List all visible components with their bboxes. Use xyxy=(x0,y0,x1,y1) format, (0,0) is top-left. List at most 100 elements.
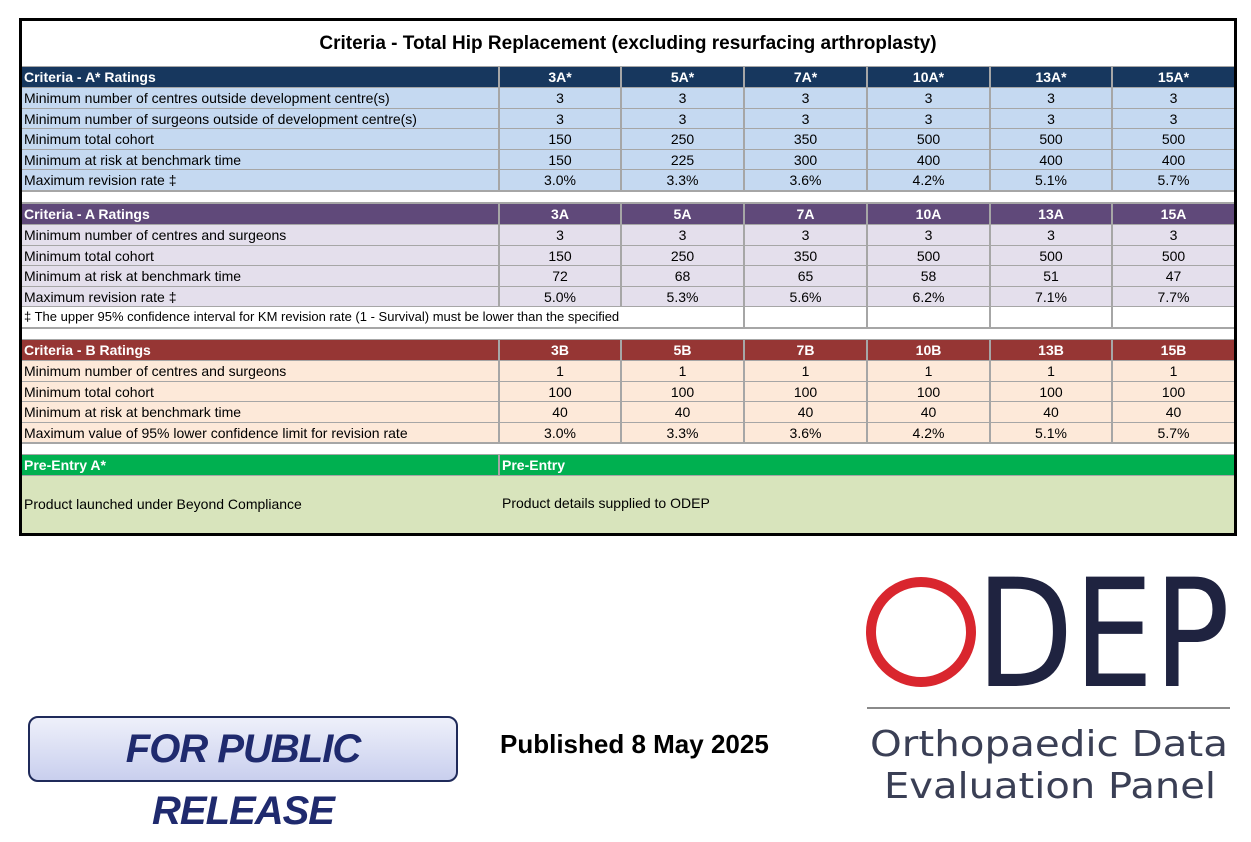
criterion-label: Maximum value of 95% lower confidence li… xyxy=(22,422,498,443)
criterion-label: Minimum at risk at benchmark time xyxy=(22,402,498,422)
criterion-label: Minimum total cohort xyxy=(22,245,498,266)
section-header: Criteria - B Ratings xyxy=(22,340,498,360)
value-cell: 5.7% xyxy=(1113,170,1234,190)
value-cell: 68 xyxy=(622,266,743,286)
spacer xyxy=(22,192,1234,202)
criterion-label: Minimum total cohort xyxy=(22,381,498,402)
value-cell: 72 xyxy=(500,266,620,286)
empty-cell xyxy=(745,307,866,327)
footnote: ‡ The upper 95% confidence interval for … xyxy=(22,307,743,327)
value-cell: 350 xyxy=(745,245,866,266)
pre-entry-body xyxy=(22,476,1234,533)
value-cell: 3 xyxy=(868,225,989,245)
column-header: 15B xyxy=(1113,340,1234,360)
value-cell: 5.0% xyxy=(500,286,620,307)
value-cell: 100 xyxy=(500,381,620,402)
value-cell: 3 xyxy=(745,88,866,108)
value-cell: 40 xyxy=(868,402,989,422)
value-cell: 100 xyxy=(868,381,989,402)
value-cell: 3 xyxy=(745,108,866,129)
value-cell: 1 xyxy=(500,361,620,381)
value-cell: 40 xyxy=(1113,402,1234,422)
value-cell: 150 xyxy=(500,149,620,170)
value-cell: 5.1% xyxy=(991,170,1111,190)
empty-cell xyxy=(1113,307,1234,327)
value-cell: 47 xyxy=(1113,266,1234,286)
value-cell: 3.0% xyxy=(500,422,620,443)
column-header: 5A xyxy=(622,204,743,224)
column-header: 10A* xyxy=(868,67,989,87)
column-header: 10A xyxy=(868,204,989,224)
pre-entry-cell: Product launched under Beyond Compliance xyxy=(24,496,302,512)
value-cell: 4.2% xyxy=(868,422,989,443)
value-cell: 250 xyxy=(622,129,743,149)
value-cell: 1 xyxy=(745,361,866,381)
value-cell: 5.7% xyxy=(1113,422,1234,443)
criterion-label: Minimum at risk at benchmark time xyxy=(22,149,498,170)
value-cell: 65 xyxy=(745,266,866,286)
value-cell: 500 xyxy=(1113,129,1234,149)
table-title: Criteria - Total Hip Replacement (exclud… xyxy=(22,21,1234,66)
value-cell: 5.3% xyxy=(622,286,743,307)
value-cell: 150 xyxy=(500,129,620,149)
value-cell: 40 xyxy=(745,402,866,422)
value-cell: 150 xyxy=(500,245,620,266)
value-cell: 7.7% xyxy=(1113,286,1234,307)
value-cell: 3 xyxy=(500,108,620,129)
value-cell: 100 xyxy=(745,381,866,402)
column-header: 15A* xyxy=(1113,67,1234,87)
empty-cell xyxy=(868,307,989,327)
value-cell: 3 xyxy=(991,88,1111,108)
section-header: Criteria - A Ratings xyxy=(22,204,498,224)
value-cell: 500 xyxy=(991,129,1111,149)
value-cell: 40 xyxy=(622,402,743,422)
column-header: 13A* xyxy=(991,67,1111,87)
value-cell: 3.6% xyxy=(745,170,866,190)
value-cell: 6.2% xyxy=(868,286,989,307)
pre-entry-cell: Product details supplied to ODEP xyxy=(502,495,710,511)
value-cell: 3 xyxy=(500,225,620,245)
page: Criteria - Total Hip Replacement (exclud… xyxy=(19,18,1237,833)
pre-entry-header: Pre-Entry xyxy=(500,455,1234,475)
value-cell: 500 xyxy=(1113,245,1234,266)
value-cell: 400 xyxy=(991,149,1111,170)
value-cell: 51 xyxy=(991,266,1111,286)
logo-subtitle: Evaluation Panel xyxy=(884,766,1216,807)
value-cell: 500 xyxy=(991,245,1111,266)
value-cell: 1 xyxy=(622,361,743,381)
value-cell: 3 xyxy=(868,108,989,129)
value-cell: 3 xyxy=(1113,108,1234,129)
value-cell: 100 xyxy=(991,381,1111,402)
section-header: Criteria - A* Ratings xyxy=(22,67,498,87)
column-header: 3A* xyxy=(500,67,620,87)
release-badge: FOR PUBLIC RELEASE xyxy=(28,716,458,833)
value-cell: 5.1% xyxy=(991,422,1111,443)
column-header: 5A* xyxy=(622,67,743,87)
criterion-label: Minimum number of centres and surgeons xyxy=(22,225,498,245)
spacer xyxy=(22,329,1234,339)
column-header: 13A xyxy=(991,204,1111,224)
published-date: Published 8 May 2025 xyxy=(500,729,769,759)
value-cell: 3.0% xyxy=(500,170,620,190)
value-cell: 3 xyxy=(622,225,743,245)
value-cell: 3.6% xyxy=(745,422,866,443)
value-cell: 7.1% xyxy=(991,286,1111,307)
value-cell: 500 xyxy=(868,245,989,266)
value-cell: 3 xyxy=(622,108,743,129)
logo-letters: DEP xyxy=(976,548,1230,722)
pre-entry-header: Pre-Entry A* xyxy=(22,455,498,475)
value-cell: 300 xyxy=(745,149,866,170)
value-cell: 100 xyxy=(622,381,743,402)
criterion-label: Minimum total cohort xyxy=(22,129,498,149)
value-cell: 3 xyxy=(622,88,743,108)
criterion-label: Minimum at risk at benchmark time xyxy=(22,266,498,286)
column-header: 10B xyxy=(868,340,989,360)
value-cell: 100 xyxy=(1113,381,1234,402)
column-header: 5B xyxy=(622,340,743,360)
value-cell: 40 xyxy=(500,402,620,422)
value-cell: 400 xyxy=(868,149,989,170)
value-cell: 1 xyxy=(991,361,1111,381)
logo-letter: O xyxy=(921,685,922,687)
value-cell: 3 xyxy=(1113,225,1234,245)
column-header: 7A xyxy=(745,204,866,224)
